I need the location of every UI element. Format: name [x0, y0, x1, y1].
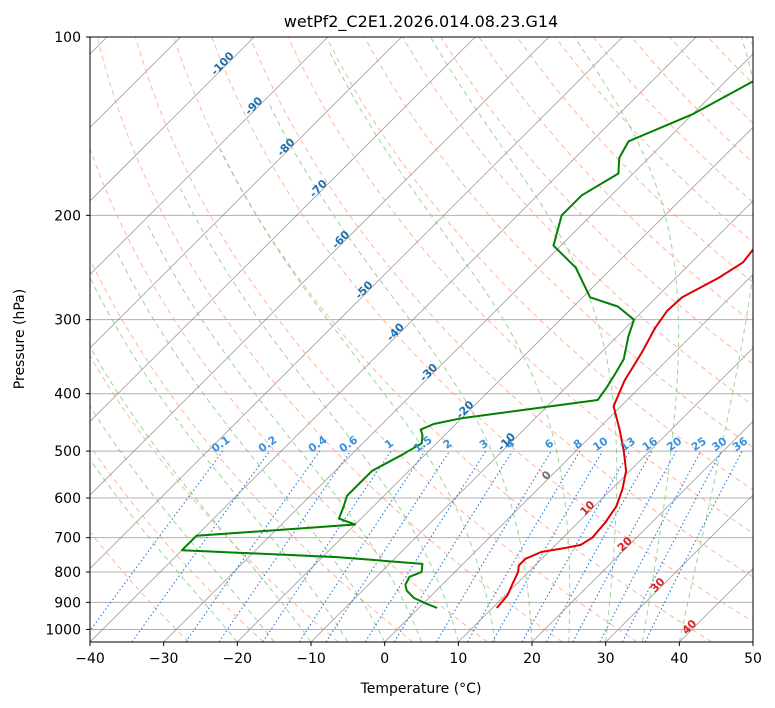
temperature-profile-line — [496, 247, 753, 609]
isotherm-line — [384, 273, 753, 642]
moist-adiabat — [430, 37, 618, 642]
y-tick-label: 400 — [54, 387, 81, 403]
dry-adiabat — [90, 355, 339, 642]
background-lines — [90, 37, 753, 642]
y-tick-label: 300 — [54, 313, 81, 329]
x-tick-label: 0 — [380, 651, 389, 667]
dry-adiabat — [249, 37, 753, 578]
x-tick-label: 30 — [597, 651, 615, 667]
isotherm-line — [90, 37, 550, 496]
moist-adiabat — [220, 149, 496, 642]
x-tick-label: 20 — [523, 651, 541, 667]
dewpoint-profile-line — [181, 80, 753, 609]
mixing-ratio-line — [90, 450, 224, 632]
dry-adiabat — [402, 37, 753, 406]
chart-title: wetPf2_C2E1.2026.014.08.23.G14 — [284, 12, 558, 32]
x-axis-ticks: −40 −30 −20 −10 0 10 20 30 40 50 — [75, 642, 762, 667]
moist-adiabat — [90, 458, 238, 642]
isotherm-line — [90, 37, 329, 275]
moist-adiabat — [90, 405, 275, 642]
dry-adiabat — [287, 37, 753, 534]
mixing-ratio-line — [325, 450, 451, 642]
moist-adiabat — [574, 37, 680, 642]
y-tick-label: 1000 — [45, 622, 81, 638]
isotherm-line — [163, 53, 753, 642]
x-tick-label: 10 — [449, 651, 467, 667]
isotherm-line — [531, 420, 753, 642]
y-tick-label: 100 — [54, 30, 81, 46]
mixing-ratio-line — [298, 450, 426, 642]
plot-frame — [89, 36, 754, 643]
isotherm-line — [458, 347, 753, 642]
moist-adiabat — [145, 221, 422, 642]
dry-adiabat — [90, 258, 414, 642]
x-tick-label: −30 — [149, 651, 179, 667]
mixing-ratio-line — [521, 450, 631, 642]
isotherm-line — [90, 37, 476, 423]
moist-adiabat — [269, 104, 533, 642]
dry-adiabat — [90, 445, 264, 642]
mixing-ratio-line — [572, 450, 677, 642]
moist-adiabat — [115, 251, 386, 642]
series-layer — [181, 80, 753, 609]
mixing-ratio-line — [545, 450, 653, 642]
x-tick-label: 40 — [670, 651, 688, 667]
dry-adiabat — [516, 37, 753, 284]
mixing-ratio-line — [393, 450, 513, 642]
moist-adiabat — [328, 49, 571, 642]
dry-adiabat — [134, 37, 638, 642]
y-tick-label: 700 — [54, 531, 81, 547]
mixing-ratio-line — [131, 450, 271, 642]
y-axis-label: Pressure (hPa) — [12, 289, 28, 389]
y-tick-label: 200 — [54, 208, 81, 224]
x-tick-label: −40 — [75, 651, 105, 667]
mixing-ratio-line — [644, 450, 743, 642]
x-tick-label: −20 — [223, 651, 253, 667]
x-tick-label: −10 — [296, 651, 326, 667]
dry-adiabat — [440, 37, 753, 365]
isotherm-line — [90, 37, 623, 570]
isotherm-line — [237, 126, 753, 642]
y-axis-ticks: 100 200 300 400 500 600 700 800 900 1000 — [45, 30, 90, 638]
dry-adiabat — [211, 37, 753, 623]
y-tick-label: 900 — [54, 595, 81, 611]
mixing-ratio-line — [218, 450, 351, 642]
mixing-ratio-line — [185, 450, 321, 642]
dry-adiabat — [90, 530, 190, 642]
moist-adiabat — [90, 346, 312, 642]
mixing-ratio-line — [262, 450, 392, 642]
moist-adiabat — [179, 187, 459, 642]
isotherm-line — [90, 37, 255, 202]
isotherm-line — [605, 494, 753, 642]
isotherm-line — [90, 37, 402, 349]
y-tick-label: 600 — [54, 491, 81, 507]
dry-adiabat — [173, 37, 712, 642]
dry-adiabat — [90, 147, 488, 642]
dry-adiabat — [96, 37, 563, 642]
x-axis-label: Temperature (°C) — [360, 681, 482, 697]
x-tick-label: 50 — [744, 651, 762, 667]
y-tick-label: 500 — [54, 444, 81, 460]
y-tick-label: 800 — [54, 565, 81, 581]
